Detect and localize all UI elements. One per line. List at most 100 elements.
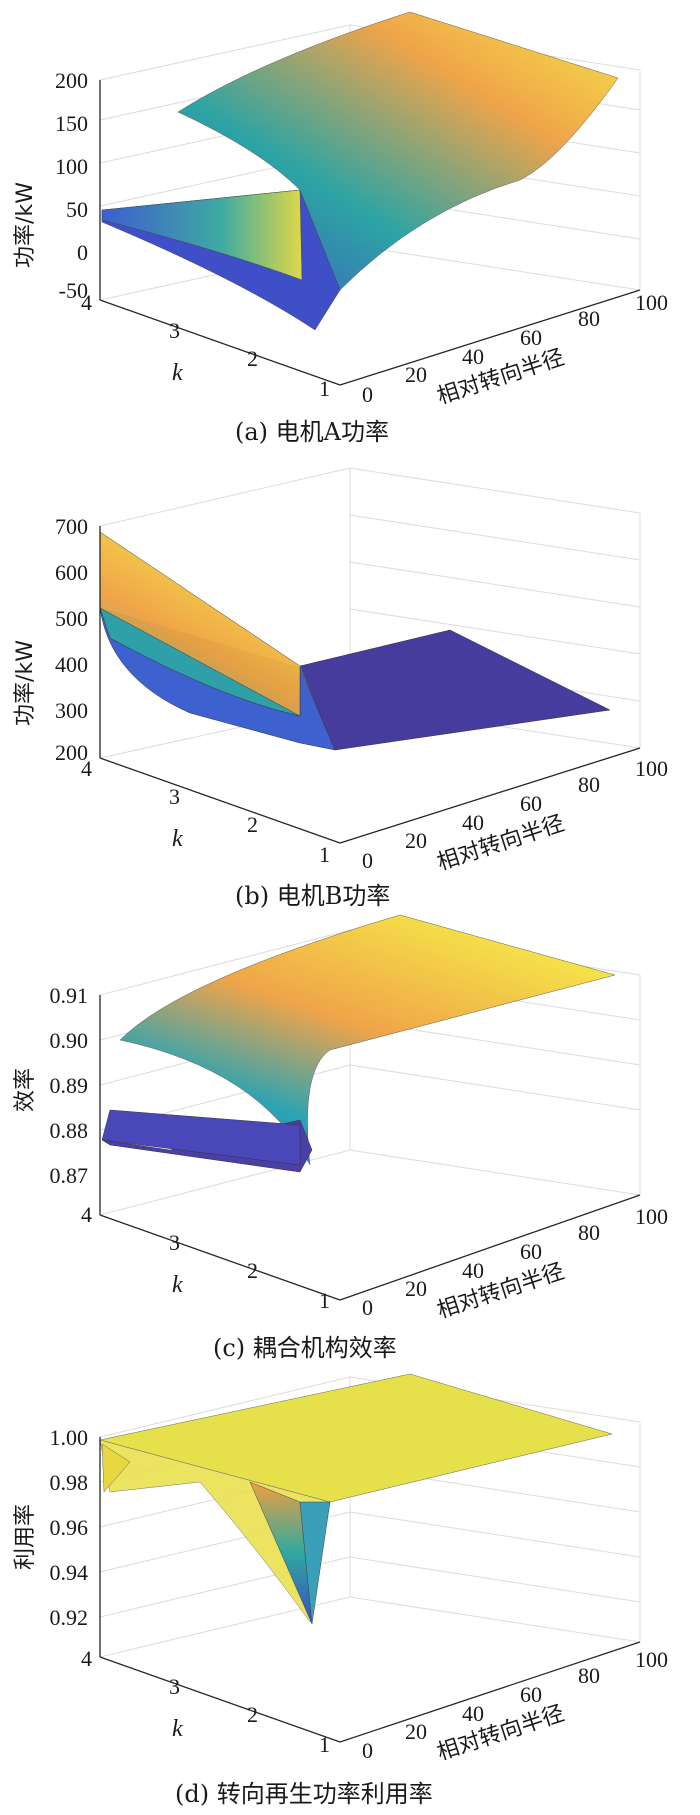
y-tick: 4 (81, 1646, 92, 1671)
chart-d-caption: (d) 转向再生功率利用率 (175, 1780, 433, 1808)
y-tick: 1 (319, 376, 330, 401)
x-tick: 100 (635, 1204, 668, 1229)
x-tick: 80 (578, 306, 600, 331)
y-tick: 1 (319, 1288, 330, 1313)
y-tick: 3 (169, 1674, 180, 1699)
x-tick: 60 (520, 1239, 542, 1264)
z-tick: 150 (55, 111, 88, 136)
chart-b-xlabel: 相对转向半径 (434, 811, 567, 876)
y-tick: 3 (169, 1230, 180, 1255)
chart-panel-a: 200 150 100 50 0 -50 功率/kW 4 3 2 1 k 0 2… (0, 0, 700, 452)
z-tick: 0.98 (50, 1470, 89, 1495)
chart-a-xlabel: 相对转向半径 (434, 345, 567, 410)
z-tick: 0.89 (50, 1073, 89, 1098)
z-tick: 0 (77, 240, 88, 265)
z-tick: 400 (55, 652, 88, 677)
chart-b-zticks: 700 600 500 400 300 200 (55, 514, 88, 765)
chart-a-yticks: 4 3 2 1 (81, 290, 330, 401)
y-tick: 2 (247, 346, 258, 371)
x-tick: 60 (520, 325, 542, 350)
chart-c-zlabel: 效率 (13, 1068, 38, 1112)
chart-c-xlabel: 相对转向半径 (434, 1259, 567, 1324)
y-tick: 2 (247, 1702, 258, 1727)
chart-panel-b: 700 600 500 400 300 200 功率/kW 4 3 2 1 k … (0, 458, 700, 910)
chart-c-surface (101, 914, 616, 1173)
x-tick: 20 (405, 828, 427, 853)
x-tick: 60 (520, 791, 542, 816)
z-tick: 100 (55, 154, 88, 179)
y-tick: 2 (247, 1258, 258, 1283)
chart-a-axes (99, 80, 641, 386)
chart-b-xticks: 0 20 40 60 80 100 (362, 756, 668, 873)
z-tick: 0.92 (50, 1605, 89, 1630)
chart-b-zlabel: 功率/kW (13, 640, 38, 726)
y-tick: 1 (319, 842, 330, 867)
chart-panel-c: 0.91 0.90 0.89 0.88 0.87 效率 4 3 2 1 k 0 … (0, 910, 700, 1362)
x-tick: 0 (362, 1738, 373, 1763)
z-tick: 300 (55, 698, 88, 723)
chart-d-svg: 1.00 0.98 0.96 0.94 0.92 利用率 4 3 2 1 k 0… (13, 1373, 668, 1808)
chart-c-svg: 0.91 0.90 0.89 0.88 0.87 效率 4 3 2 1 k 0 … (13, 914, 668, 1362)
x-tick: 20 (405, 362, 427, 387)
z-tick: 700 (55, 514, 88, 539)
chart-d-xlabel: 相对转向半径 (434, 1701, 567, 1766)
z-tick: 0.88 (50, 1118, 89, 1143)
chart-c-zticks: 0.91 0.90 0.89 0.88 0.87 (50, 983, 89, 1188)
chart-d-surface (99, 1373, 613, 1625)
z-tick: 0.91 (50, 983, 89, 1008)
chart-b-surface (99, 531, 611, 751)
y-tick: 4 (81, 290, 92, 315)
y-tick: 4 (81, 1202, 92, 1227)
z-tick: -50 (59, 278, 88, 303)
chart-b-svg: 700 600 500 400 300 200 功率/kW 4 3 2 1 k … (13, 467, 668, 910)
x-tick: 20 (405, 1719, 427, 1744)
x-tick: 100 (635, 756, 668, 781)
chart-d-yticks: 4 3 2 1 (81, 1646, 330, 1757)
y-tick: 3 (169, 318, 180, 343)
chart-b-ylabel: k (172, 826, 183, 852)
chart-d-zticks: 1.00 0.98 0.96 0.94 0.92 (50, 1425, 89, 1630)
z-tick: 0.96 (50, 1515, 89, 1540)
x-tick: 40 (462, 1258, 484, 1283)
chart-panel-d: 1.00 0.98 0.96 0.94 0.92 利用率 4 3 2 1 k 0… (0, 1362, 700, 1814)
chart-d-ylabel: k (172, 1716, 183, 1742)
chart-b-caption: (b) 电机B功率 (235, 882, 390, 910)
chart-a-ylabel: k (172, 360, 183, 386)
y-tick: 1 (319, 1732, 330, 1757)
y-tick: 3 (169, 784, 180, 809)
x-tick: 80 (578, 772, 600, 797)
z-tick: 600 (55, 560, 88, 585)
chart-d-zlabel: 利用率 (13, 1504, 38, 1570)
z-tick: 1.00 (50, 1425, 89, 1450)
x-tick: 60 (520, 1682, 542, 1707)
chart-a-zlabel: 功率/kW (13, 182, 38, 268)
chart-c-xticks: 0 20 40 60 80 100 (362, 1204, 668, 1320)
x-tick: 80 (578, 1663, 600, 1688)
z-tick: 0.87 (50, 1163, 89, 1188)
chart-b-axes (99, 526, 641, 844)
chart-a-zticks: 200 150 100 50 0 -50 (55, 68, 88, 303)
z-tick: 50 (66, 197, 88, 222)
chart-c-yticks: 4 3 2 1 (81, 1202, 330, 1313)
chart-d-axes (99, 1437, 641, 1743)
x-tick: 40 (462, 1701, 484, 1726)
chart-a-surface (101, 11, 619, 331)
chart-a-svg: 200 150 100 50 0 -50 功率/kW 4 3 2 1 k 0 2… (13, 11, 668, 446)
x-tick: 40 (462, 810, 484, 835)
chart-c-ylabel: k (172, 1272, 183, 1298)
x-tick: 80 (578, 1220, 600, 1245)
x-tick: 100 (635, 1647, 668, 1672)
y-tick: 4 (81, 756, 92, 781)
x-tick: 0 (362, 1295, 373, 1320)
chart-c-axes (99, 995, 641, 1301)
chart-a-caption: (a) 电机A功率 (235, 418, 389, 446)
z-tick: 500 (55, 606, 88, 631)
x-tick: 20 (405, 1276, 427, 1301)
chart-d-xticks: 0 20 40 60 80 100 (362, 1647, 668, 1763)
z-tick: 200 (55, 740, 88, 765)
chart-b-yticks: 4 3 2 1 (81, 756, 330, 867)
chart-c-caption: (c) 耦合机构效率 (213, 1334, 397, 1362)
y-tick: 2 (247, 812, 258, 837)
x-tick: 0 (362, 848, 373, 873)
chart-a-xticks: 0 20 40 60 80 100 (362, 290, 668, 407)
